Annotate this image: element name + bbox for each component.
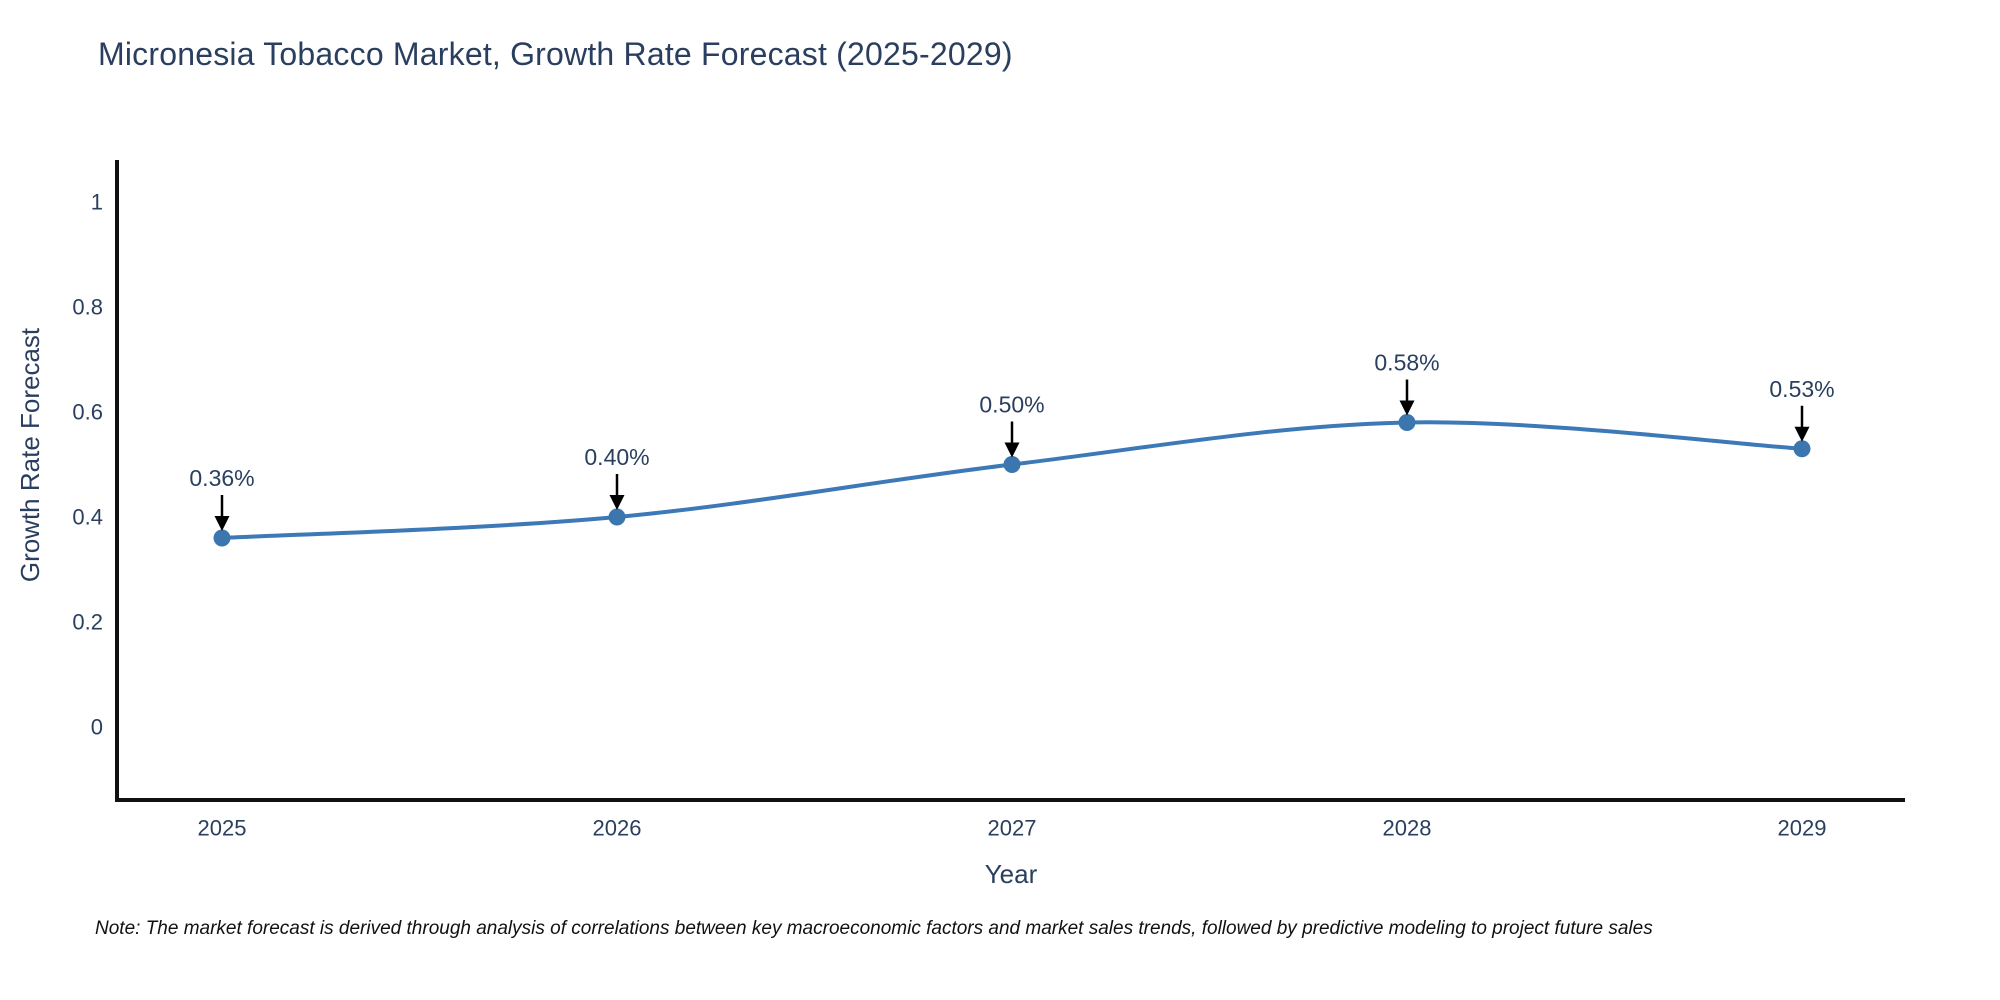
y-tick-label: 0.6 [72, 400, 103, 425]
axis-lines [115, 160, 1905, 802]
y-tick-label: 0 [91, 715, 103, 740]
annotation-arrowhead-icon [214, 516, 230, 531]
x-axis-title: Year [985, 859, 1038, 889]
footnote: Note: The market forecast is derived thr… [95, 918, 1653, 939]
data-point-label: 0.53% [1769, 376, 1834, 402]
y-tick-label: 1 [91, 190, 103, 215]
y-tick-label: 0.2 [72, 610, 103, 635]
data-point-label: 0.36% [189, 465, 254, 491]
x-tick-label: 2026 [593, 816, 642, 841]
data-point-marker [213, 529, 231, 547]
annotation-arrowhead-icon [1004, 442, 1020, 458]
annotation-arrowhead-icon [1399, 400, 1415, 416]
x-tick-label: 2029 [1778, 816, 1827, 841]
y-tick-label: 0.8 [72, 295, 103, 320]
data-point-label: 0.58% [1374, 350, 1439, 376]
x-tick-label: 2027 [988, 816, 1037, 841]
annotation-arrowhead-icon [1794, 426, 1810, 442]
data-point-marker [1003, 456, 1021, 473]
data-point-marker [1398, 414, 1416, 431]
y-axis-title: Growth Rate Forecast [15, 327, 45, 582]
annotation-arrowhead-icon [609, 495, 625, 510]
data-point-marker [1793, 440, 1811, 458]
x-tick-label: 2025 [198, 816, 247, 841]
data-point-marker [608, 508, 626, 526]
data-point-label: 0.40% [584, 444, 649, 470]
x-tick-label: 2028 [1383, 816, 1432, 841]
chart-title: Micronesia Tobacco Market, Growth Rate F… [98, 36, 1013, 72]
data-point-label: 0.50% [979, 392, 1044, 418]
y-tick-label: 0.4 [72, 505, 103, 530]
